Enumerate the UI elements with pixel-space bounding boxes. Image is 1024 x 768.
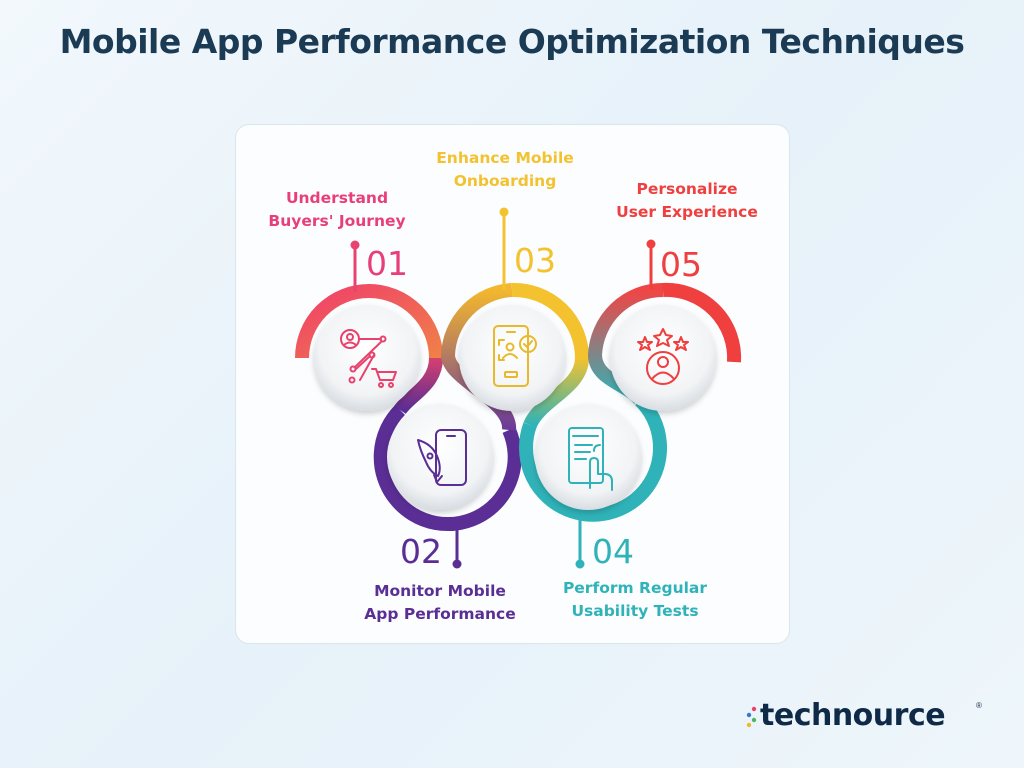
- page-title: Mobile App Performance Optimization Tech…: [59, 22, 965, 61]
- step-number-04: 04: [592, 532, 634, 571]
- user-stars-icon: [637, 328, 689, 385]
- touch-screen-icon: [568, 427, 613, 491]
- step-label-05-line2: User Experience: [616, 203, 758, 221]
- disc-step-04: [535, 404, 641, 510]
- brand-logo: technource: [760, 698, 946, 733]
- step-label-03-line1: Enhance Mobile: [436, 149, 574, 167]
- registered-mark: ®: [976, 701, 982, 710]
- step-label-04-line2: Usability Tests: [571, 602, 699, 620]
- phone-profile-check-icon: [493, 325, 537, 387]
- disc-step-03: [459, 305, 565, 411]
- step-number-01: 01: [366, 244, 408, 283]
- customer-journey-icon: [340, 329, 397, 388]
- step-label-01-line2: Buyers' Journey: [268, 212, 406, 230]
- step-label-05-line1: Personalize: [636, 180, 738, 198]
- step-number-02: 02: [400, 532, 442, 571]
- step-number-03: 03: [514, 241, 556, 280]
- step-number-05: 05: [660, 245, 702, 284]
- step-label-05: Personalize User Experience: [612, 178, 762, 224]
- step-label-04-line1: Perform Regular: [562, 579, 708, 597]
- ribbon-link-01-02: [394, 357, 443, 415]
- step-label-02-line1: Monitor Mobile: [374, 582, 506, 600]
- step-label-02-line2: App Performance: [364, 605, 516, 623]
- step-label-03-line2: Onboarding: [453, 172, 557, 190]
- ribbon-step-03: [511, 282, 589, 359]
- connectors: [350, 207, 656, 569]
- ribbon-link-03-04: [523, 357, 589, 429]
- rocket-phone-icon: [417, 429, 467, 486]
- disc-step-02: [387, 404, 493, 510]
- ribbon-step-04: [519, 395, 668, 522]
- ribbon-step-02: [373, 405, 522, 532]
- ribbon-step-01: [295, 284, 443, 359]
- step-label-01: Understand Buyers' Journey: [262, 187, 412, 233]
- step-label-03: Enhance Mobile Onboarding: [430, 147, 580, 193]
- step-label-04: Perform Regular Usability Tests: [555, 577, 715, 623]
- step-label-02: Monitor Mobile App Performance: [360, 580, 520, 626]
- step-label-01-line1: Understand: [285, 189, 389, 207]
- ribbon-step-05: [662, 282, 742, 363]
- logo-dots-icon: [746, 706, 757, 728]
